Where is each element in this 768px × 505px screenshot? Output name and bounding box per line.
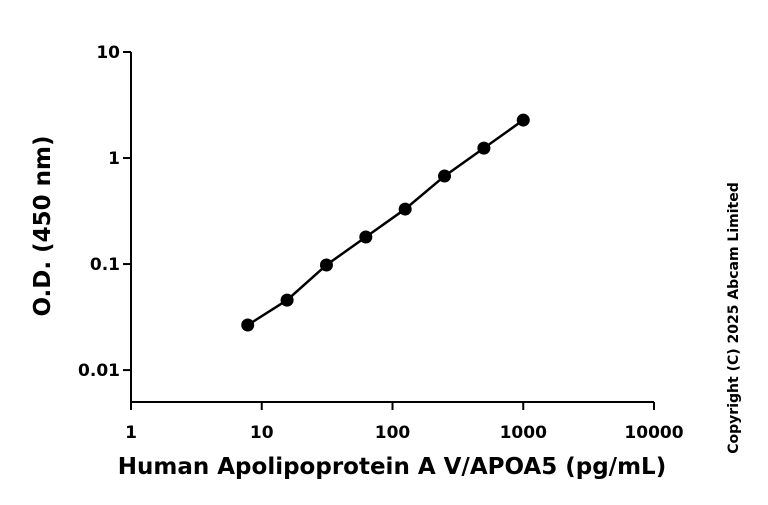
x-tick-label: 100 <box>375 423 411 443</box>
y-tick-label: 0.01 <box>78 361 120 381</box>
x-tick-label: 10000 <box>624 423 683 443</box>
copyright: Copyright (C) 2025 Abcam Limited <box>726 182 742 453</box>
data-point <box>477 141 491 155</box>
data-point <box>398 202 412 216</box>
y-tick-label: 1 <box>108 149 120 169</box>
data-point <box>280 293 294 307</box>
data-point <box>241 318 255 332</box>
y-axis-title: O.D. (450 nm) <box>30 135 56 316</box>
fit-line <box>247 119 524 327</box>
data-point <box>438 169 452 183</box>
y-tick-label: 0.1 <box>90 255 120 275</box>
x-axis-title: Human Apolipoprotein A V/APOA5 (pg/mL) <box>118 454 666 480</box>
x-tick-label: 10 <box>250 423 274 443</box>
data-point <box>516 113 530 127</box>
data-point <box>359 230 373 244</box>
x-tick-label: 1 <box>125 423 137 443</box>
x-tick-label: 1000 <box>500 423 547 443</box>
data-point <box>319 258 333 272</box>
y-tick-label: 10 <box>96 43 120 63</box>
